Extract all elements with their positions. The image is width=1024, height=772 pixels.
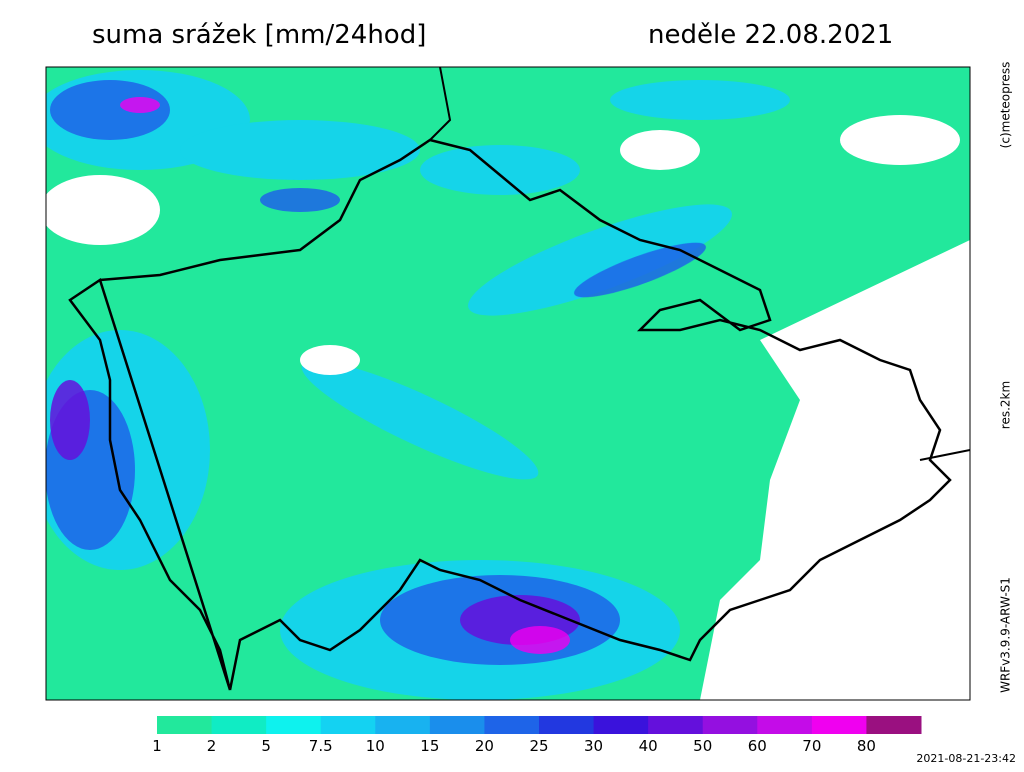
colorbar-label: 25 bbox=[529, 737, 548, 755]
colorbar-label: 5 bbox=[261, 737, 271, 755]
colorbar-segment bbox=[593, 716, 649, 734]
colorbar-label: 1 bbox=[152, 737, 162, 755]
colorbar-segment bbox=[266, 716, 322, 734]
colorbar-segment bbox=[811, 716, 867, 734]
colorbar-segment bbox=[375, 716, 431, 734]
colorbar-segment bbox=[320, 716, 376, 734]
colorbar-label: 15 bbox=[420, 737, 439, 755]
map bbox=[45, 66, 971, 701]
timestamp: 2021-08-21-23:42 bbox=[916, 752, 1016, 765]
colorbar-label: 7.5 bbox=[309, 737, 333, 755]
colorbar-segment bbox=[539, 716, 595, 734]
colorbar-segment bbox=[866, 716, 922, 734]
colorbar-segment bbox=[157, 716, 213, 734]
model: WRFv3.9.9-ARW-S1 bbox=[999, 577, 1013, 693]
colorbar-segment bbox=[757, 716, 813, 734]
title: suma srážek [mm/24hod] bbox=[92, 20, 426, 50]
colorbar-label: 70 bbox=[802, 737, 821, 755]
colorbar-label: 2 bbox=[207, 737, 217, 755]
colorbar-label: 30 bbox=[584, 737, 603, 755]
colorbar: 1 2 5 7.5 10 15 20 25 30 40 50 60 70 80 bbox=[152, 716, 922, 755]
colorbar-segment bbox=[702, 716, 758, 734]
colorbar-label: 60 bbox=[748, 737, 767, 755]
colorbar-segment bbox=[429, 716, 485, 734]
colorbar-label: 40 bbox=[639, 737, 658, 755]
date: neděle 22.08.2021 bbox=[648, 20, 893, 50]
colorbar-label: 50 bbox=[693, 737, 712, 755]
colorbar-segment bbox=[648, 716, 704, 734]
colorbar-label: 10 bbox=[366, 737, 385, 755]
resolution: res.2km bbox=[999, 381, 1013, 429]
colorbar-segment bbox=[484, 716, 540, 734]
colorbar-label: 20 bbox=[475, 737, 494, 755]
colorbar-label: 80 bbox=[857, 737, 876, 755]
copyright: (c)meteopress bbox=[999, 62, 1013, 149]
colorbar-segment bbox=[211, 716, 267, 734]
